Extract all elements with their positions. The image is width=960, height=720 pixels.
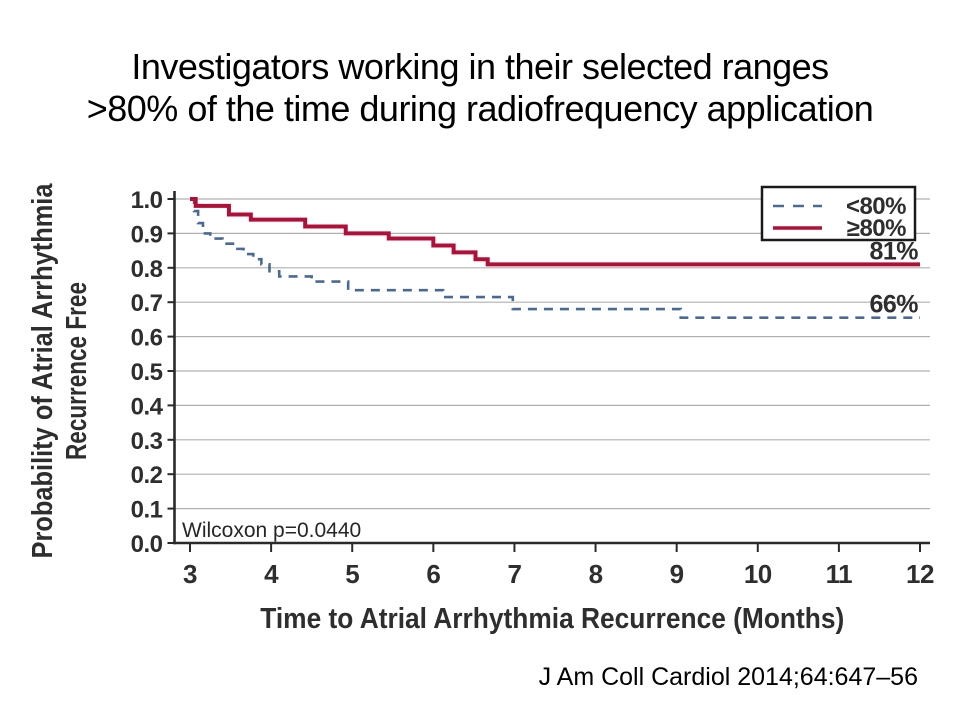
y-tick-label: 0.2	[131, 462, 163, 489]
y-tick-label: 0.1	[131, 497, 163, 524]
y-tick-label: 0.8	[131, 256, 163, 283]
slide-title-line1: Investigators working in their selected …	[131, 46, 829, 87]
y-tick-label: 0.7	[131, 290, 163, 317]
x-tick-label: 8	[589, 559, 603, 589]
citation: J Am Coll Cardiol 2014;64:647–56	[538, 663, 918, 691]
x-tick-label: 4	[264, 559, 279, 589]
x-axis-title: Time to Atrial Arrhythmia Recurrence (Mo…	[260, 603, 844, 635]
y-tick-label: 1.0	[131, 187, 163, 214]
y-axis-title-line1: Probability of Atrial Arrhythmia	[27, 183, 59, 559]
legend-label-ge80: ≥80%	[847, 215, 906, 242]
slide-title: Investigators working in their selected …	[0, 46, 960, 130]
x-tick-label: 3	[183, 559, 197, 589]
x-tick-label: 7	[507, 559, 521, 589]
end-label-lt80: 66%	[869, 291, 918, 319]
slide-title-line2: >80% of the time during radiofrequency a…	[86, 88, 874, 129]
y-tick-label: 0.4	[131, 393, 164, 420]
x-tick-label: 12	[906, 559, 934, 589]
x-tick-label: 10	[744, 559, 772, 589]
y-tick-label: 0.9	[131, 221, 163, 248]
y-tick-label: 0.5	[131, 359, 163, 386]
y-tick-label: 0.3	[131, 428, 163, 455]
series-line-ge80	[190, 197, 920, 267]
y-tick-label: 0.0	[131, 531, 163, 558]
x-tick-label: 11	[826, 559, 853, 589]
x-tick-label: 9	[670, 559, 684, 589]
x-tick-label: 5	[345, 559, 359, 589]
y-axis-title-line2: Recurrence Free	[61, 282, 93, 460]
wilcoxon-annotation: Wilcoxon p=0.0440	[182, 519, 361, 542]
x-tick-label: 6	[426, 559, 440, 589]
end-label-ge80: 81%	[869, 237, 918, 265]
legend-label-lt80: <80%	[846, 193, 906, 220]
y-tick-label: 0.6	[131, 325, 163, 352]
legend-box	[760, 185, 917, 242]
